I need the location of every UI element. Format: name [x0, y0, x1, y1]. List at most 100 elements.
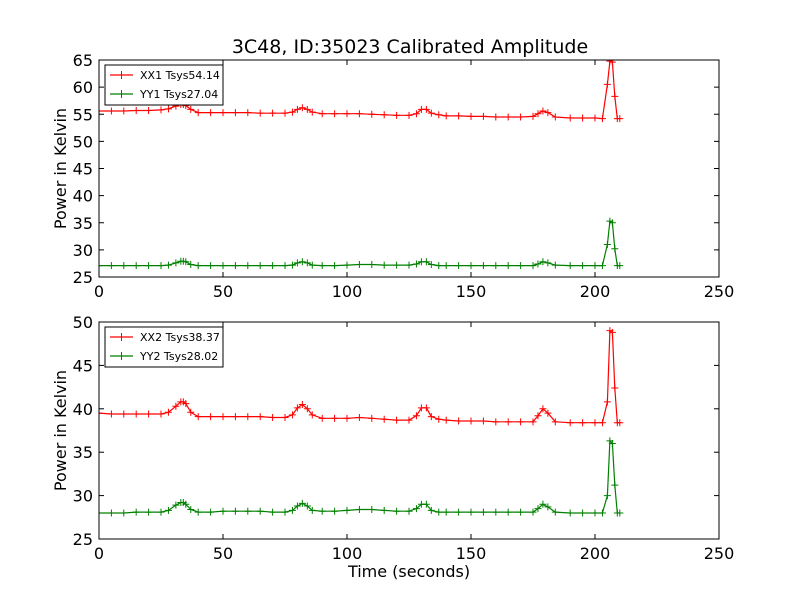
- data-point: [298, 104, 306, 112]
- data-point: [405, 111, 413, 119]
- data-point: [281, 109, 289, 117]
- data-point: [579, 262, 587, 270]
- data-point: [598, 509, 606, 517]
- data-point: [194, 109, 202, 117]
- data-point: [616, 262, 624, 270]
- data-point: [132, 410, 140, 418]
- legend: XX1 Tsys54.14 YY1 Tsys27.04: [104, 64, 224, 106]
- data-point: [608, 440, 616, 448]
- data-point: [145, 262, 153, 270]
- data-point: [107, 262, 115, 270]
- data-point: [591, 114, 599, 122]
- data-point: [539, 107, 547, 115]
- data-point: [331, 414, 339, 422]
- data-point: [269, 508, 277, 516]
- data-point: [187, 408, 195, 416]
- y-tick-label: 60: [73, 78, 93, 97]
- data-point: [544, 409, 552, 417]
- y-tick-label: 65: [73, 51, 93, 70]
- data-point: [427, 413, 435, 421]
- data-point: [566, 262, 574, 270]
- x-tick-label: 100: [332, 544, 363, 563]
- top-subplot: 0 50 100 150 200 250 25 30 35 40 45 50 55 60 65 Power i…: [51, 51, 734, 301]
- data-point: [231, 109, 239, 117]
- data-point: [598, 419, 606, 427]
- data-point: [343, 261, 351, 269]
- data-point: [534, 412, 542, 420]
- legend-marker: [117, 90, 126, 98]
- legend-marker: [117, 71, 126, 79]
- y-tick-label: 50: [73, 313, 93, 332]
- data-point: [442, 416, 450, 424]
- data-point: [99, 409, 103, 417]
- data-point: [182, 400, 190, 408]
- data-point: [368, 414, 376, 422]
- data-point: [298, 400, 306, 408]
- data-point: [157, 106, 165, 114]
- data-point: [269, 109, 277, 117]
- data-point: [207, 508, 215, 516]
- data-point: [504, 418, 512, 426]
- data-point: [164, 408, 172, 416]
- data-point: [269, 413, 277, 421]
- data-point: [598, 262, 606, 270]
- data-point: [598, 115, 606, 123]
- data-point: [343, 110, 351, 118]
- data-point: [164, 506, 172, 514]
- legend-box: [104, 64, 224, 106]
- legend-label: XX2 Tsys38.37: [140, 331, 220, 344]
- data-point: [455, 508, 463, 516]
- data-point: [422, 258, 430, 266]
- data-point: [393, 416, 401, 424]
- data-point: [608, 60, 616, 66]
- data-point: [591, 509, 599, 517]
- x-tick-label: 100: [332, 282, 363, 301]
- data-point: [132, 106, 140, 114]
- data-point: [504, 113, 512, 121]
- data-point: [393, 261, 401, 269]
- data-point: [380, 415, 388, 423]
- data-point: [412, 260, 420, 268]
- data-point: [492, 113, 500, 121]
- data-point: [412, 412, 420, 420]
- bottom-subplot: 0 50 100 150 200 250 25 30 35 40 45 50 Power in Kelv…: [51, 313, 734, 581]
- x-tick-label: 250: [704, 282, 735, 301]
- data-point: [219, 109, 227, 117]
- data-point: [467, 508, 475, 516]
- data-point: [442, 112, 450, 120]
- x-tick-label: 0: [94, 282, 104, 301]
- data-point: [120, 410, 128, 418]
- data-point: [303, 502, 311, 510]
- data-point: [331, 262, 339, 270]
- data-point: [517, 418, 525, 426]
- data-point: [172, 259, 180, 267]
- data-point: [591, 262, 599, 270]
- data-point: [544, 109, 552, 117]
- data-point: [479, 508, 487, 516]
- data-point: [182, 500, 190, 508]
- x-tick-label: 150: [456, 544, 487, 563]
- data-point: [219, 262, 227, 270]
- data-point: [244, 507, 252, 515]
- data-point: [603, 80, 611, 88]
- data-point: [172, 501, 180, 509]
- data-point: [534, 505, 542, 513]
- data-point: [343, 506, 351, 514]
- legend-marker: [117, 333, 126, 341]
- x-tick-label: 150: [456, 282, 487, 301]
- data-point: [529, 262, 537, 270]
- data-point: [219, 413, 227, 421]
- y-axis-label: Power in Kelvin: [51, 108, 70, 229]
- x-tick-label: 200: [580, 544, 611, 563]
- data-point: [504, 262, 512, 270]
- data-point: [579, 509, 587, 517]
- data-point: [107, 509, 115, 517]
- data-point: [256, 262, 264, 270]
- data-point: [479, 417, 487, 425]
- data-point: [145, 106, 153, 114]
- data-point: [355, 261, 363, 269]
- data-point: [435, 111, 443, 119]
- data-point: [298, 499, 306, 507]
- data-point: [293, 259, 301, 267]
- data-point: [281, 413, 289, 421]
